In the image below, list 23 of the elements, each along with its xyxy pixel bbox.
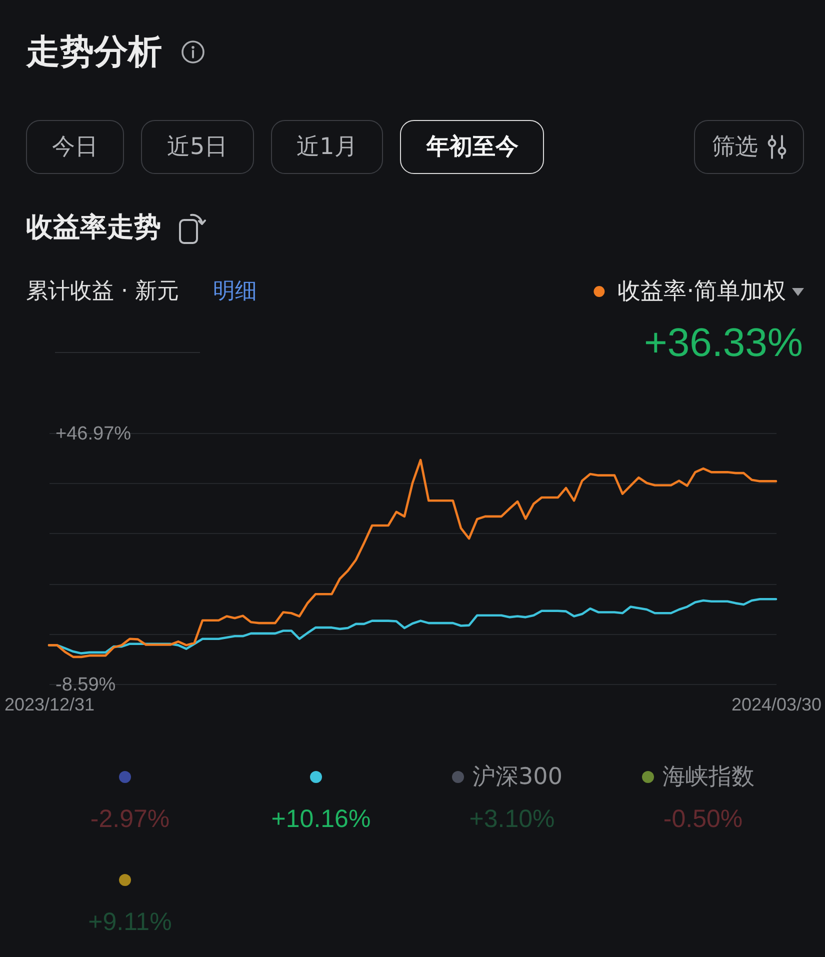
tab-button: 年初至今 [400, 120, 544, 174]
y-tick-label: -8.59% [56, 674, 116, 696]
data-label: -2.97% [90, 804, 170, 835]
button: 筛选 [694, 120, 804, 174]
line-series [48, 458, 778, 658]
tab-button: 今日 [26, 120, 124, 174]
legend-label: 收益率·简单加权 [618, 278, 786, 304]
text: +36.33% [644, 320, 803, 367]
y-tick-label: +46.97% [56, 424, 132, 444]
tab-button: 近1月 [270, 120, 384, 174]
data-label: +9.11% [88, 907, 172, 938]
x-tick-label: 2023/12/31 [4, 694, 95, 714]
text: 明细 [213, 278, 257, 306]
chart-subtitle: 收益率走势 [26, 211, 161, 245]
data-label: +3.10% [469, 804, 555, 835]
tab-button: 近5日 [141, 120, 254, 174]
data-label: -0.50% [663, 804, 743, 835]
category-label: 海峡指数 [662, 763, 754, 792]
text: 累计收益 · 新元 [26, 278, 179, 306]
chart-title: 走势分析 [26, 31, 162, 74]
x-tick-label: 2024/03/30 [731, 694, 822, 714]
category-label: 沪深300 [472, 763, 562, 792]
data-label: +10.16% [271, 804, 371, 835]
